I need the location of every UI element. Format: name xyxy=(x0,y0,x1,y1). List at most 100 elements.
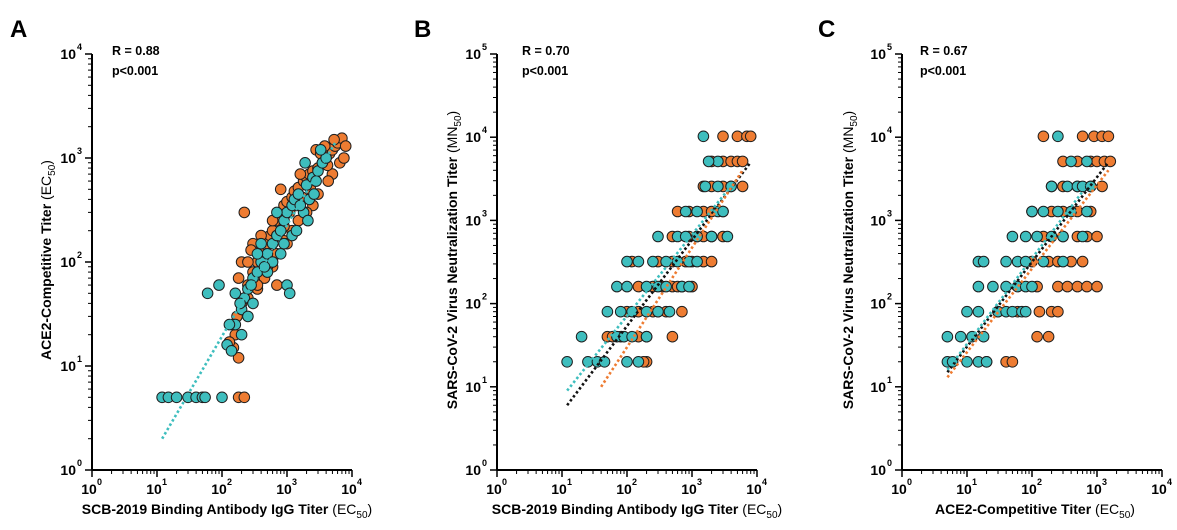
data-point-teal-b xyxy=(640,330,653,343)
x-tick-exp-b: 2 xyxy=(632,477,637,487)
data-point-teal-c xyxy=(1031,230,1043,243)
y-axis-title-c: SARS-CoV-2 Virus Neutralization Titer (M… xyxy=(840,111,860,409)
data-point-teal-c xyxy=(972,280,985,293)
data-point-teal-b xyxy=(640,280,653,293)
y-tick-exp-b: 3 xyxy=(482,208,487,218)
data-point-orange-c xyxy=(1076,130,1089,143)
data-point-teal-a xyxy=(274,224,287,237)
data-point-orange-b xyxy=(744,130,757,143)
y-tick-label-a: 10 xyxy=(60,462,76,478)
data-point-teal-b xyxy=(697,130,710,143)
fit-line-black_fit-c xyxy=(946,161,1110,373)
data-point-teal-c xyxy=(1057,230,1069,243)
data-point-teal-c xyxy=(1057,255,1069,268)
y-tick-label-c: 10 xyxy=(870,296,886,312)
y-tick-exp-a: 0 xyxy=(77,458,82,468)
data-point-teal-c xyxy=(1061,180,1074,193)
data-point-teal-c xyxy=(1076,230,1089,243)
data-point-teal-c xyxy=(1019,305,1032,318)
x-tick-exp-b: 1 xyxy=(567,477,572,487)
data-point-teal-c xyxy=(1026,205,1038,218)
y-axis-title-b: SARS-CoV-2 Virus Neutralization Titer (M… xyxy=(444,111,464,409)
stat-r-c: R = 0.67 xyxy=(920,44,968,58)
y-tick-exp-c: 0 xyxy=(887,458,892,468)
data-point-teal-a xyxy=(310,175,322,187)
y-tick-label-b: 10 xyxy=(465,296,481,312)
x-tick-label-b: 10 xyxy=(616,481,632,497)
data-point-teal-c xyxy=(1000,280,1012,293)
data-point-teal-b xyxy=(647,255,659,268)
data-point-teal-c xyxy=(1019,230,1032,243)
panel-letter-c: C xyxy=(818,16,835,43)
x-tick-label-c: 10 xyxy=(891,481,907,497)
y-tick-exp-a: 1 xyxy=(77,354,82,364)
data-point-teal-a xyxy=(258,261,271,273)
data-point-teal-b xyxy=(652,230,664,243)
data-point-orange-c xyxy=(1091,230,1103,243)
x-tick-label-a: 10 xyxy=(341,481,357,497)
y-tick-label-c: 10 xyxy=(870,129,886,145)
data-point-teal-c xyxy=(946,356,959,368)
data-point-orange-c xyxy=(1052,305,1064,318)
y-tick-exp-c: 1 xyxy=(887,375,892,385)
data-point-orange-c xyxy=(1037,130,1050,143)
data-point-teal-b xyxy=(721,230,734,243)
data-point-teal-b xyxy=(702,155,715,168)
data-point-teal-b xyxy=(640,305,653,318)
x-tick-exp-b: 3 xyxy=(697,477,702,487)
stat-p-c: p<0.001 xyxy=(920,64,966,78)
data-point-teal-c xyxy=(941,330,954,343)
x-tick-exp-c: 1 xyxy=(972,477,977,487)
data-point-teal-a xyxy=(290,224,303,237)
fit-line-orange-b xyxy=(600,169,744,388)
data-point-teal-b xyxy=(699,180,712,193)
x-tick-label-c: 10 xyxy=(1151,481,1167,497)
data-point-orange-a xyxy=(242,256,254,268)
data-point-teal-c xyxy=(1026,280,1038,293)
data-point-teal-a xyxy=(283,287,296,300)
x-tick-label-a: 10 xyxy=(276,481,292,497)
x-axis-title-c: ACE2-Competitive Titer (EC50) xyxy=(935,501,1135,521)
y-tick-exp-a: 3 xyxy=(77,146,82,156)
data-point-teal-b xyxy=(660,255,672,268)
data-point-teal-c xyxy=(954,330,967,343)
x-tick-exp-c: 4 xyxy=(1167,477,1172,487)
data-point-teal-c xyxy=(1081,155,1093,168)
data-point-teal-b xyxy=(679,205,692,218)
x-tick-exp-a: 1 xyxy=(162,477,167,487)
stat-p-a: p<0.001 xyxy=(112,64,158,78)
y-tick-exp-c: 4 xyxy=(887,125,892,135)
data-point-teal-a xyxy=(201,287,214,300)
y-tick-label-b: 10 xyxy=(465,212,481,228)
data-point-orange-a xyxy=(238,206,251,219)
data-point-teal-c xyxy=(972,305,985,318)
y-tick-exp-b: 2 xyxy=(482,292,487,302)
fit-line-teal-a xyxy=(161,142,337,440)
data-point-orange-c xyxy=(1091,280,1103,293)
data-point-teal-a xyxy=(314,144,327,156)
fit-line-black_fit-b xyxy=(566,161,752,407)
data-point-teal-b xyxy=(598,356,611,368)
data-point-orange-a xyxy=(271,279,283,291)
data-point-teal-c xyxy=(1052,130,1064,143)
y-tick-label-c: 10 xyxy=(870,462,886,478)
data-point-teal-c xyxy=(1065,155,1077,168)
fit-line-orange-c xyxy=(946,169,1110,379)
y-tick-label-a: 10 xyxy=(60,254,76,270)
x-axis-title-b: SCB-2019 Binding Antibody IgG Titer (EC5… xyxy=(492,501,782,521)
data-point-teal-a xyxy=(199,391,211,404)
data-point-orange-a xyxy=(339,140,352,152)
data-point-teal-c xyxy=(980,356,993,368)
y-tick-label-c: 10 xyxy=(870,212,886,228)
x-tick-label-b: 10 xyxy=(746,481,762,497)
data-point-orange-c xyxy=(1061,280,1074,293)
x-tick-label-c: 10 xyxy=(956,481,972,497)
data-point-teal-a xyxy=(292,188,305,200)
stat-p-b: p<0.001 xyxy=(522,64,568,78)
data-point-teal-b xyxy=(601,305,614,318)
data-point-orange-c xyxy=(1031,330,1043,343)
data-point-teal-c xyxy=(1052,205,1064,218)
x-tick-label-b: 10 xyxy=(551,481,567,497)
data-point-teal-b xyxy=(621,356,633,368)
